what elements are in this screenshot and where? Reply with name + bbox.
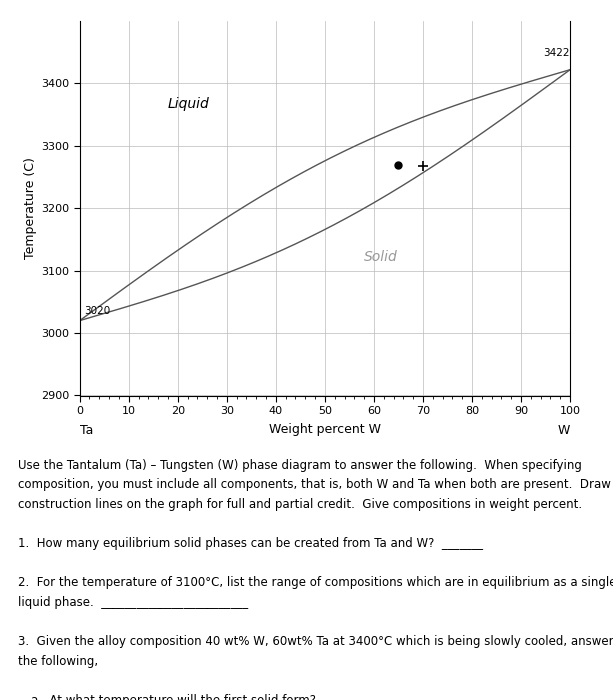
Text: Use the Tantalum (Ta) – Tungsten (W) phase diagram to answer the following.  Whe: Use the Tantalum (Ta) – Tungsten (W) pha… — [18, 458, 582, 472]
Text: Liquid: Liquid — [168, 97, 210, 111]
Text: the following,: the following, — [18, 654, 99, 668]
Text: Ta: Ta — [80, 424, 93, 437]
Y-axis label: Temperature (C): Temperature (C) — [24, 158, 37, 259]
Text: 3020: 3020 — [85, 306, 111, 316]
Text: 1.  How many equilibrium solid phases can be created from Ta and W?  _______: 1. How many equilibrium solid phases can… — [18, 537, 484, 550]
Text: construction lines on the graph for full and partial credit.  Give compositions : construction lines on the graph for full… — [18, 498, 582, 511]
Text: 3422: 3422 — [544, 48, 570, 58]
Text: 2.  For the temperature of 3100°C, list the range of compositions which are in e: 2. For the temperature of 3100°C, list t… — [18, 576, 613, 589]
Text: Weight percent W: Weight percent W — [269, 424, 381, 437]
Text: 3.  Given the alloy composition 40 wt% W, 60wt% Ta at 3400°C which is being slow: 3. Given the alloy composition 40 wt% W,… — [18, 635, 613, 648]
Text: composition, you must include all components, that is, both W and Ta when both a: composition, you must include all compon… — [18, 478, 611, 491]
Text: liquid phase.  _________________________: liquid phase. _________________________ — [18, 596, 248, 609]
Text: W: W — [558, 424, 570, 437]
Text: Solid: Solid — [364, 251, 398, 265]
Text: a.  At what temperature will the first solid form?  _________: a. At what temperature will the first so… — [31, 694, 376, 700]
